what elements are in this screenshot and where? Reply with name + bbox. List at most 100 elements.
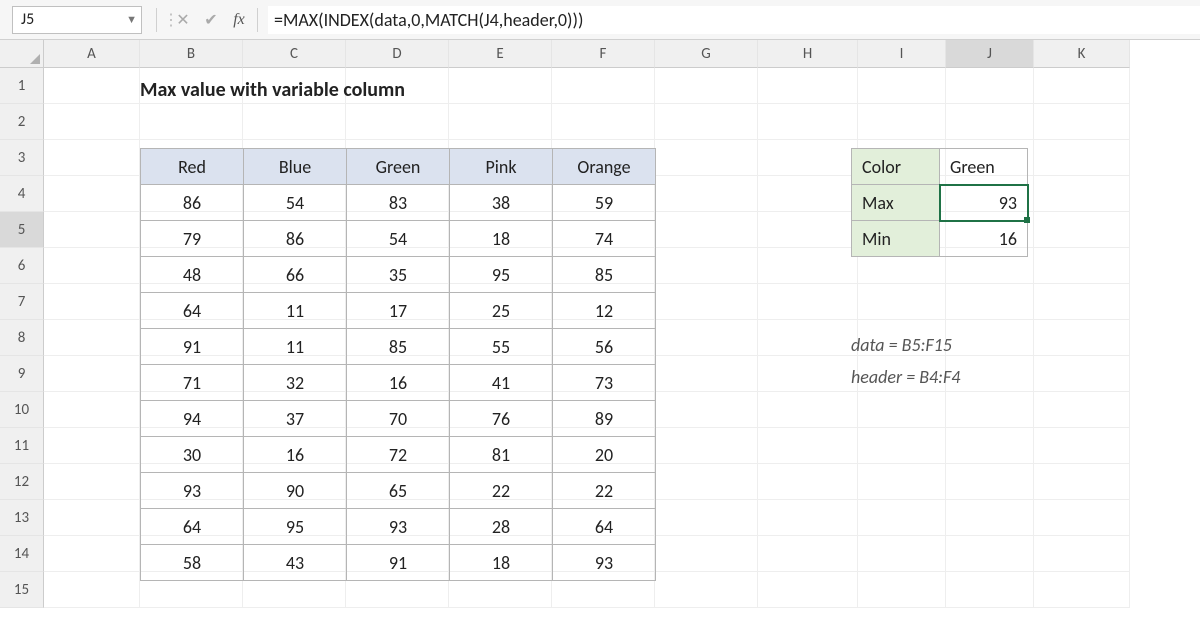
table-cell[interactable]: 64 xyxy=(141,509,244,545)
table-cell[interactable]: 32 xyxy=(244,365,347,401)
column-header[interactable]: J xyxy=(946,40,1034,68)
table-cell[interactable]: 91 xyxy=(347,545,450,581)
column-header[interactable]: C xyxy=(243,40,346,68)
table-cell[interactable]: 74 xyxy=(553,221,656,257)
table-cell[interactable]: 30 xyxy=(141,437,244,473)
result-label-cell[interactable]: Max xyxy=(852,185,940,221)
table-cell[interactable]: 95 xyxy=(450,257,553,293)
table-cell[interactable]: 37 xyxy=(244,401,347,437)
dropdown-icon[interactable]: ▼ xyxy=(126,13,137,26)
row-header[interactable]: 2 xyxy=(0,104,44,140)
table-cell[interactable]: 54 xyxy=(244,185,347,221)
enter-icon[interactable]: ✔ xyxy=(197,10,225,30)
table-cell[interactable]: 66 xyxy=(244,257,347,293)
column-header[interactable]: K xyxy=(1034,40,1130,68)
table-cell[interactable]: 22 xyxy=(450,473,553,509)
data-table[interactable]: RedBlueGreenPinkOrange865483385979865418… xyxy=(140,148,656,581)
column-header[interactable]: D xyxy=(346,40,449,68)
row-header[interactable]: 6 xyxy=(0,248,44,284)
table-cell[interactable]: 43 xyxy=(244,545,347,581)
column-header[interactable]: F xyxy=(552,40,655,68)
fx-icon[interactable]: fx xyxy=(225,11,253,29)
table-cell[interactable]: 12 xyxy=(553,293,656,329)
row-header[interactable]: 11 xyxy=(0,428,44,464)
table-cell[interactable]: 41 xyxy=(450,365,553,401)
table-cell[interactable]: 58 xyxy=(141,545,244,581)
result-value-cell[interactable]: 93 xyxy=(940,185,1028,221)
column-header[interactable]: A xyxy=(44,40,140,68)
table-cell[interactable]: 59 xyxy=(553,185,656,221)
table-cell[interactable]: 83 xyxy=(347,185,450,221)
table-cell[interactable]: 85 xyxy=(347,329,450,365)
row-header[interactable]: 8 xyxy=(0,320,44,356)
table-cell[interactable]: 22 xyxy=(553,473,656,509)
table-cell[interactable]: 56 xyxy=(553,329,656,365)
table-cell[interactable]: 11 xyxy=(244,329,347,365)
table-cell[interactable]: 94 xyxy=(141,401,244,437)
table-header-cell[interactable]: Pink xyxy=(450,149,553,185)
table-cell[interactable]: 93 xyxy=(347,509,450,545)
table-cell[interactable]: 70 xyxy=(347,401,450,437)
row-header[interactable]: 14 xyxy=(0,536,44,572)
table-cell[interactable]: 71 xyxy=(141,365,244,401)
table-cell[interactable]: 81 xyxy=(450,437,553,473)
table-cell[interactable]: 72 xyxy=(347,437,450,473)
table-cell[interactable]: 65 xyxy=(347,473,450,509)
table-header-cell[interactable]: Blue xyxy=(244,149,347,185)
table-cell[interactable]: 89 xyxy=(553,401,656,437)
table-cell[interactable]: 64 xyxy=(141,293,244,329)
select-all-corner[interactable] xyxy=(0,40,44,68)
result-value-cell[interactable]: Green xyxy=(940,149,1028,185)
table-cell[interactable]: 79 xyxy=(141,221,244,257)
column-header[interactable]: H xyxy=(758,40,858,68)
table-cell[interactable]: 16 xyxy=(347,365,450,401)
column-header[interactable]: B xyxy=(140,40,243,68)
table-cell[interactable]: 90 xyxy=(244,473,347,509)
formula-input[interactable]: =MAX(INDEX(data,0,MATCH(J4,header,0))) xyxy=(268,6,1200,34)
name-box[interactable]: J5 ▼ xyxy=(12,6,142,34)
row-header[interactable]: 7 xyxy=(0,284,44,320)
result-table[interactable]: ColorGreenMax93Min16 xyxy=(851,148,1028,257)
table-cell[interactable]: 93 xyxy=(553,545,656,581)
table-cell[interactable]: 18 xyxy=(450,221,553,257)
table-cell[interactable]: 73 xyxy=(553,365,656,401)
row-header[interactable]: 12 xyxy=(0,464,44,500)
column-header[interactable]: G xyxy=(655,40,758,68)
table-cell[interactable]: 20 xyxy=(553,437,656,473)
cancel-icon[interactable]: ✕ xyxy=(169,10,197,30)
table-cell[interactable]: 55 xyxy=(450,329,553,365)
table-cell[interactable]: 76 xyxy=(450,401,553,437)
row-header[interactable]: 1 xyxy=(0,68,44,104)
row-header[interactable]: 3 xyxy=(0,140,44,176)
result-label-cell[interactable]: Color xyxy=(852,149,940,185)
table-cell[interactable]: 17 xyxy=(347,293,450,329)
table-cell[interactable]: 11 xyxy=(244,293,347,329)
row-header[interactable]: 13 xyxy=(0,500,44,536)
table-cell[interactable]: 91 xyxy=(141,329,244,365)
row-header[interactable]: 15 xyxy=(0,572,44,608)
result-value-cell[interactable]: 16 xyxy=(940,221,1028,257)
table-cell[interactable]: 48 xyxy=(141,257,244,293)
result-label-cell[interactable]: Min xyxy=(852,221,940,257)
table-cell[interactable]: 85 xyxy=(553,257,656,293)
column-header[interactable]: E xyxy=(449,40,552,68)
table-cell[interactable]: 95 xyxy=(244,509,347,545)
table-cell[interactable]: 54 xyxy=(347,221,450,257)
table-cell[interactable]: 18 xyxy=(450,545,553,581)
row-header[interactable]: 9 xyxy=(0,356,44,392)
table-cell[interactable]: 38 xyxy=(450,185,553,221)
table-cell[interactable]: 16 xyxy=(244,437,347,473)
table-cell[interactable]: 64 xyxy=(553,509,656,545)
table-header-cell[interactable]: Orange xyxy=(553,149,656,185)
row-header[interactable]: 4 xyxy=(0,176,44,212)
column-header[interactable]: I xyxy=(858,40,946,68)
row-header[interactable]: 10 xyxy=(0,392,44,428)
table-cell[interactable]: 93 xyxy=(141,473,244,509)
table-cell[interactable]: 25 xyxy=(450,293,553,329)
table-cell[interactable]: 86 xyxy=(244,221,347,257)
table-cell[interactable]: 28 xyxy=(450,509,553,545)
row-header[interactable]: 5 xyxy=(0,212,44,248)
table-header-cell[interactable]: Green xyxy=(347,149,450,185)
table-header-cell[interactable]: Red xyxy=(141,149,244,185)
table-cell[interactable]: 86 xyxy=(141,185,244,221)
